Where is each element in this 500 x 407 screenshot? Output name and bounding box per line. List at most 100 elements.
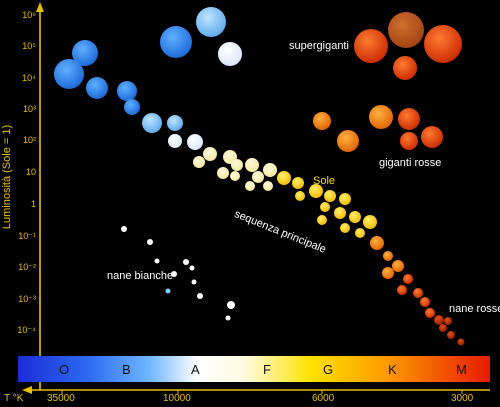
star: [245, 158, 259, 172]
star: [54, 59, 84, 89]
star: [189, 265, 195, 271]
star: [292, 177, 304, 189]
star: [340, 223, 350, 233]
star: [439, 324, 447, 332]
star: [400, 132, 418, 150]
y-tick: 10⁶: [22, 10, 36, 20]
star: [191, 279, 197, 285]
label-red-giants: giganti rosse: [379, 157, 442, 169]
star: [167, 115, 183, 131]
spectral-class-M: M: [456, 362, 467, 377]
star: [218, 42, 242, 66]
star: [424, 25, 462, 63]
star: [388, 12, 424, 48]
star: [160, 26, 192, 58]
star: [337, 130, 359, 152]
star: [434, 315, 444, 325]
red-giants-group: [313, 105, 443, 152]
star: [313, 112, 331, 130]
star: [168, 134, 182, 148]
supergiants-group: [160, 7, 462, 80]
x-axis-arrow: [22, 386, 32, 394]
star: [203, 147, 217, 161]
star: [339, 193, 351, 205]
y-tick: 10⁵: [22, 41, 36, 51]
x-tick: 3000: [451, 393, 474, 404]
star: [309, 184, 323, 198]
star: [369, 105, 393, 129]
star: [420, 297, 430, 307]
x-tick: 10000: [163, 393, 191, 404]
y-tick: 10³: [22, 104, 36, 114]
y-tick: 10⁻¹: [18, 231, 36, 241]
star: [225, 315, 231, 321]
star: [230, 171, 240, 181]
y-axis-label: Luminosità (Sole = 1): [1, 124, 13, 230]
spectral-class-K: K: [388, 362, 397, 377]
spectral-class-G: G: [323, 362, 334, 377]
spectral-class-B: B: [122, 362, 131, 377]
x-axis-ticks: [61, 390, 463, 394]
spectral-class-O: O: [59, 362, 70, 377]
star: [320, 202, 330, 212]
star: [147, 239, 153, 245]
star: [245, 181, 255, 191]
spectral-band: [18, 356, 490, 382]
label-white-dwarfs: nane bianche: [107, 270, 174, 282]
x-tick: 35000: [47, 393, 75, 404]
x-tick: 6000: [312, 393, 335, 404]
star: [334, 207, 346, 219]
star: [447, 331, 455, 339]
star: [217, 167, 229, 179]
star: [142, 113, 162, 133]
star: [231, 159, 243, 171]
star: [403, 274, 413, 284]
star: [398, 108, 420, 130]
star: [317, 215, 327, 225]
y-tick: 10⁻²: [18, 262, 36, 272]
star: [196, 7, 226, 37]
star: [171, 271, 177, 277]
star: [324, 190, 336, 202]
star: [393, 56, 417, 80]
star: [295, 191, 305, 201]
y-tick: 10⁻³: [18, 294, 36, 304]
star: [444, 317, 452, 325]
y-tick: 10: [25, 167, 36, 177]
star: [457, 338, 465, 346]
star: [124, 99, 140, 115]
y-tick: 10⁻⁴: [17, 325, 36, 335]
star: [86, 77, 108, 99]
y-axis-arrow: [36, 2, 44, 12]
star: [197, 293, 203, 299]
label-red-dwarfs: nane rosse: [449, 303, 500, 315]
label-sun: Sole: [313, 175, 336, 187]
star: [117, 81, 137, 101]
star: [252, 171, 264, 183]
star: [421, 126, 443, 148]
star: [263, 163, 277, 177]
spectral-class-A: A: [191, 362, 200, 377]
white-dwarfs-group: [121, 226, 235, 321]
star: [263, 181, 273, 191]
x-axis-unit: T °K: [4, 393, 24, 404]
star: [382, 267, 394, 279]
star: [425, 308, 435, 318]
label-supergiants: supergiganti: [289, 40, 349, 52]
star: [183, 259, 189, 265]
y-tick: 10⁴: [22, 73, 36, 83]
star: [392, 260, 404, 272]
y-tick: 10²: [22, 135, 36, 145]
star: [277, 171, 291, 185]
star: [349, 211, 361, 223]
star: [121, 226, 127, 232]
star: [363, 215, 377, 229]
star: [397, 285, 407, 295]
star: [370, 236, 384, 250]
star: [383, 251, 393, 261]
star: [154, 258, 160, 264]
star: [193, 156, 205, 168]
star: [187, 134, 203, 150]
star: [413, 288, 423, 298]
